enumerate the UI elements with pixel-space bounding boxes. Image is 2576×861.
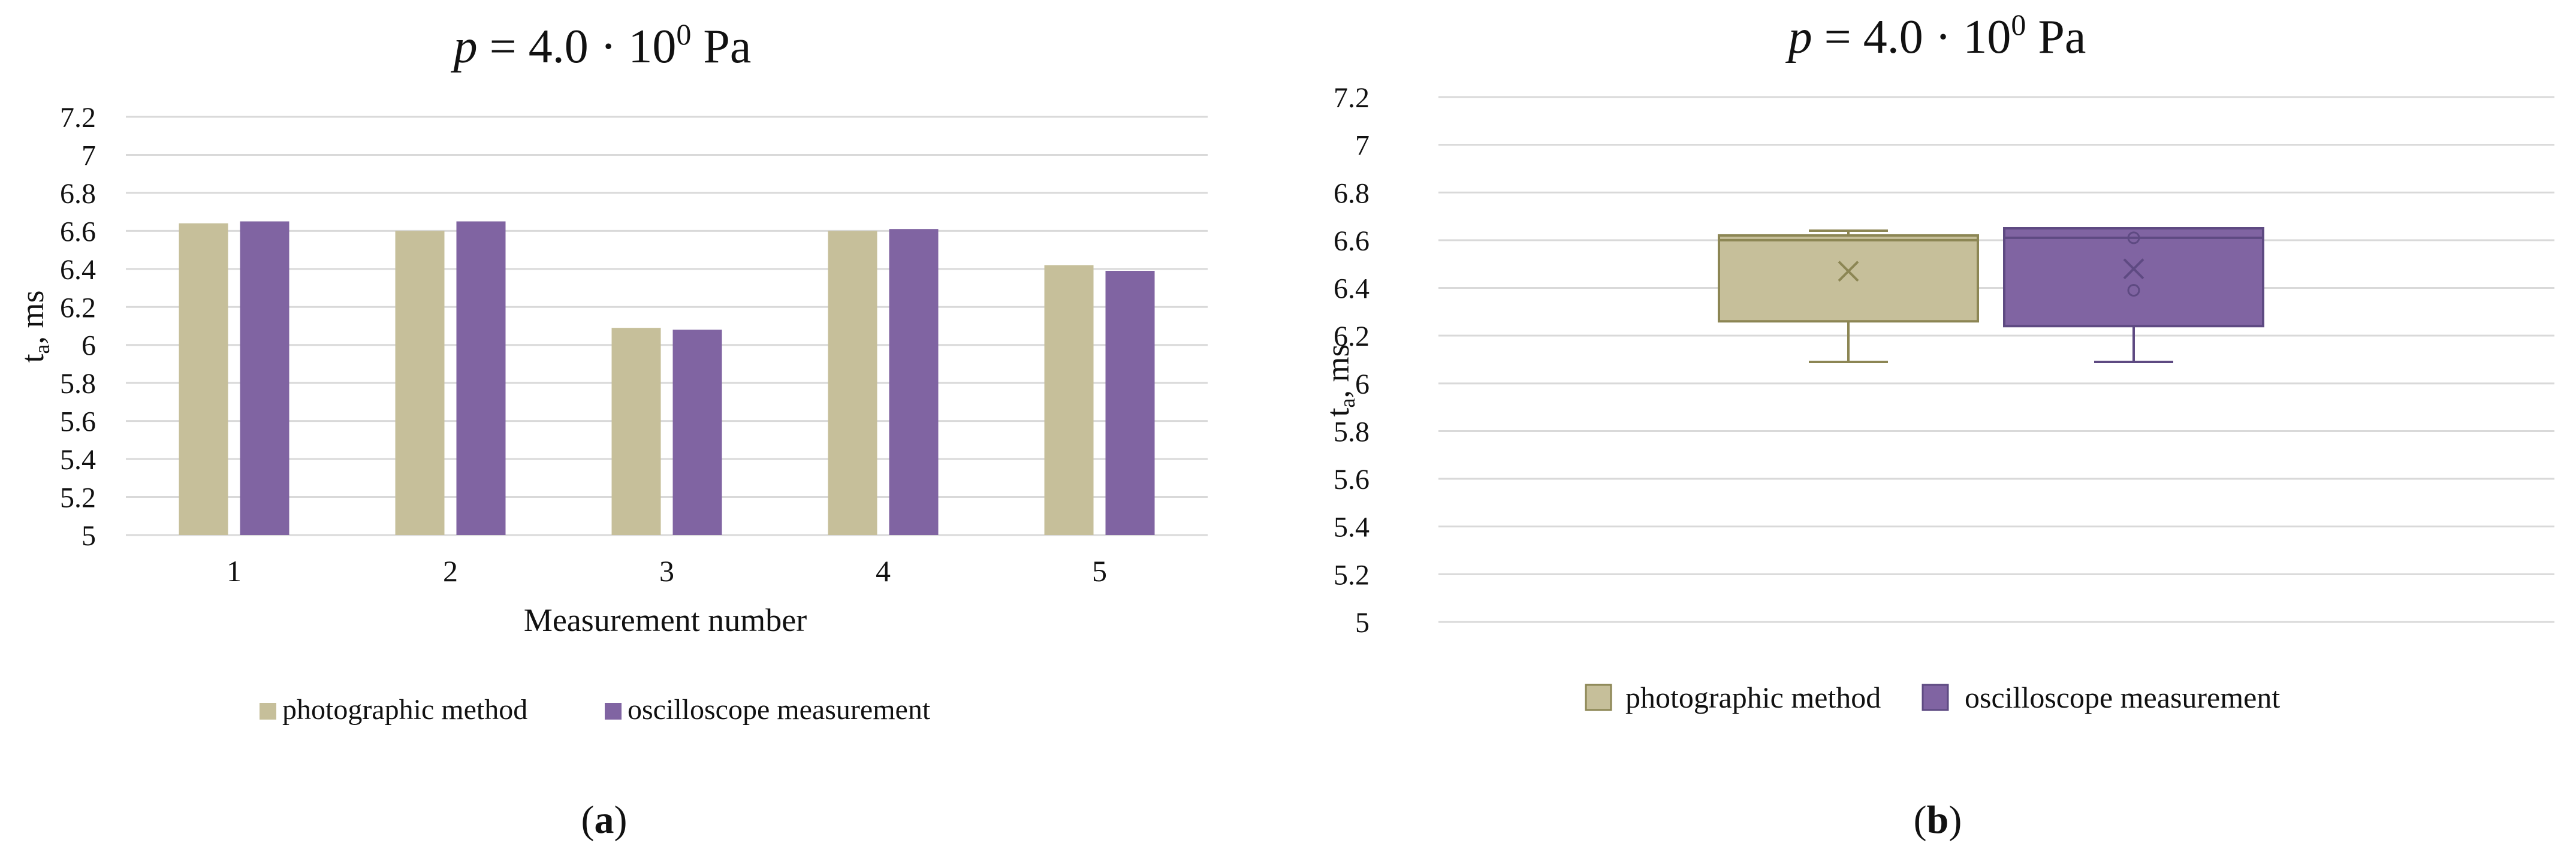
panel-a-y-tick-label: 5 xyxy=(82,520,96,552)
panel-a-y-axis-label: ta, ms xyxy=(14,290,54,362)
bar-oscilloscope-measurement-5 xyxy=(1105,270,1155,535)
panel-b-legend-label-photographic: photographic method xyxy=(1625,681,1881,714)
panel-a-ylabel-main: t xyxy=(14,354,50,363)
bar-photographic-method-1 xyxy=(179,223,228,535)
panel-a-bar-chart: p = 4.0 · 100 Pa 5 5.2 5.4 5.6 5.8 6 6.2 6.4 6.6… xyxy=(14,17,1208,842)
panel-b-title-var: p xyxy=(1785,11,1812,64)
box-oscilloscope-measurement-point xyxy=(2127,231,2140,244)
bar-oscilloscope-measurement-3 xyxy=(672,330,722,535)
panel-a-legend-swatch-photographic xyxy=(260,703,276,720)
panel-a-title-var: p xyxy=(451,20,478,73)
panel-b-y-tick-label: 6.4 xyxy=(1334,273,1370,305)
panel-b-legend-label-oscilloscope: oscilloscope measurement xyxy=(1965,681,2280,714)
panel-b-title-rest: = 4.0 · 10 xyxy=(1812,11,2011,64)
panel-b-y-tick-labels: 5 5.2 5.4 5.6 5.8 6 6.2 6.4 6.6 6.8 7 7.2 xyxy=(1334,82,1370,639)
box-photographic-method-mean-marker xyxy=(1838,261,1859,282)
box-photographic-method-iqr xyxy=(1718,234,1979,323)
panel-a-y-tick-label: 6 xyxy=(82,330,96,362)
panel-a-x-tick-label: 4 xyxy=(876,554,891,588)
bar-oscilloscope-measurement-2 xyxy=(456,221,506,535)
panel-b-title-unit: Pa xyxy=(2026,11,2086,64)
panel-a-y-tick-label: 6.4 xyxy=(60,254,96,286)
panel-b-title: p = 4.0 · 100 Pa xyxy=(1785,8,2086,64)
panel-b-y-tick-label: 5.6 xyxy=(1334,464,1370,496)
panel-a-x-tick-labels: 1 2 3 4 5 xyxy=(227,554,1107,588)
panel-b-legend-swatch-oscilloscope xyxy=(1922,684,1949,711)
panel-b-caption: (b) xyxy=(1914,798,1962,842)
box-oscilloscope-measurement-mean-marker xyxy=(2123,258,2144,280)
panel-a-y-tick-label: 7 xyxy=(82,140,96,171)
bar-photographic-method-2 xyxy=(395,231,445,535)
panel-a-y-tick-labels: 5 5.2 5.4 5.6 5.8 6 6.2 6.4 6.6 6.8 7 7.2 xyxy=(60,102,96,552)
panel-b-y-tick-label: 6.8 xyxy=(1334,177,1370,209)
panel-b-y-tick-label: 5.4 xyxy=(1334,512,1370,543)
panel-a-legend-label-oscilloscope: oscilloscope measurement xyxy=(628,694,931,726)
panel-b-legend-swatch-photographic xyxy=(1585,684,1612,711)
panel-a-gridlines xyxy=(126,116,1208,536)
box-oscilloscope-measurement-iqr xyxy=(2003,227,2264,328)
panel-a-caption-letter: a xyxy=(595,798,614,842)
panel-b-boxes xyxy=(1718,227,2264,363)
panel-b-gridlines xyxy=(1438,96,2554,623)
panel-a-legend-label-photographic: photographic method xyxy=(282,694,527,726)
panel-b-ylabel-main: t xyxy=(1320,408,1356,417)
panel-a-title: p = 4.0 · 100 Pa xyxy=(451,17,752,73)
panel-b-y-tick-label: 7 xyxy=(1355,130,1370,162)
panel-b-y-tick-label: 6.6 xyxy=(1334,225,1370,257)
panel-a-title-rest: = 4.0 · 10 xyxy=(478,20,677,73)
bar-oscilloscope-measurement-4 xyxy=(889,229,939,535)
box-oscilloscope-measurement xyxy=(2003,227,2264,363)
bar-oscilloscope-measurement-1 xyxy=(240,221,289,535)
panel-a-y-tick-label: 5.2 xyxy=(60,482,96,514)
panel-b-title-exp: 0 xyxy=(2011,8,2026,41)
panel-a-x-tick-label: 5 xyxy=(1092,554,1107,588)
panel-b-y-tick-label: 5.8 xyxy=(1334,416,1370,448)
panel-a-y-tick-label: 5.4 xyxy=(60,444,96,476)
panel-a-x-tick-label: 1 xyxy=(227,554,242,588)
panel-a-title-exp: 0 xyxy=(676,17,691,51)
panel-a-y-tick-label: 6.6 xyxy=(60,216,96,247)
panel-a-legend: photographic method oscilloscope measure… xyxy=(260,694,931,726)
bar-photographic-method-5 xyxy=(1044,265,1094,535)
bar-photographic-method-4 xyxy=(828,231,877,535)
panel-a-y-tick-label: 6.8 xyxy=(60,178,96,210)
panel-a-ylabel-sub: a xyxy=(30,345,54,354)
box-oscilloscope-measurement-point xyxy=(2127,284,2140,297)
panel-a-title-unit: Pa xyxy=(691,20,751,73)
panel-b-y-tick-label: 5.2 xyxy=(1334,559,1370,591)
panel-b-ylabel-rest: , ms xyxy=(1320,344,1356,398)
panel-a-x-axis-label: Measurement number xyxy=(524,602,807,638)
box-photographic-method xyxy=(1718,229,1979,363)
panel-b-legend: photographic method oscilloscope measure… xyxy=(1585,681,2280,714)
bar-photographic-method-3 xyxy=(611,328,661,535)
panel-a-legend-swatch-oscilloscope xyxy=(605,703,622,720)
panel-a-x-tick-label: 2 xyxy=(443,554,458,588)
panel-b-y-axis-label: ta, ms xyxy=(1320,344,1359,416)
panel-a-bars xyxy=(179,221,1155,535)
panel-a-y-tick-label: 7.2 xyxy=(60,102,96,134)
panel-b-y-tick-label: 6 xyxy=(1355,368,1370,400)
panel-a-y-tick-label: 6.2 xyxy=(60,292,96,324)
panel-a-ylabel-rest: , ms xyxy=(14,290,50,344)
panel-b-y-tick-label: 7.2 xyxy=(1334,82,1370,114)
panel-a-caption: (a) xyxy=(581,798,628,842)
panel-a-x-tick-label: 3 xyxy=(659,554,674,588)
panel-b-box-plot: p = 4.0 · 100 Pa 5 5.2 5.4 5.6 5.8 6 6.2 6.4 6.6… xyxy=(1320,8,2554,842)
panel-b-ylabel-sub: a xyxy=(1335,398,1359,408)
panel-b-y-tick-label: 5 xyxy=(1355,607,1370,639)
panel-a-y-tick-label: 5.6 xyxy=(60,406,96,438)
panel-a-y-tick-label: 5.8 xyxy=(60,368,96,400)
panel-b-caption-letter: b xyxy=(1927,798,1949,842)
panel-b-y-tick-label: 6.2 xyxy=(1334,321,1370,352)
